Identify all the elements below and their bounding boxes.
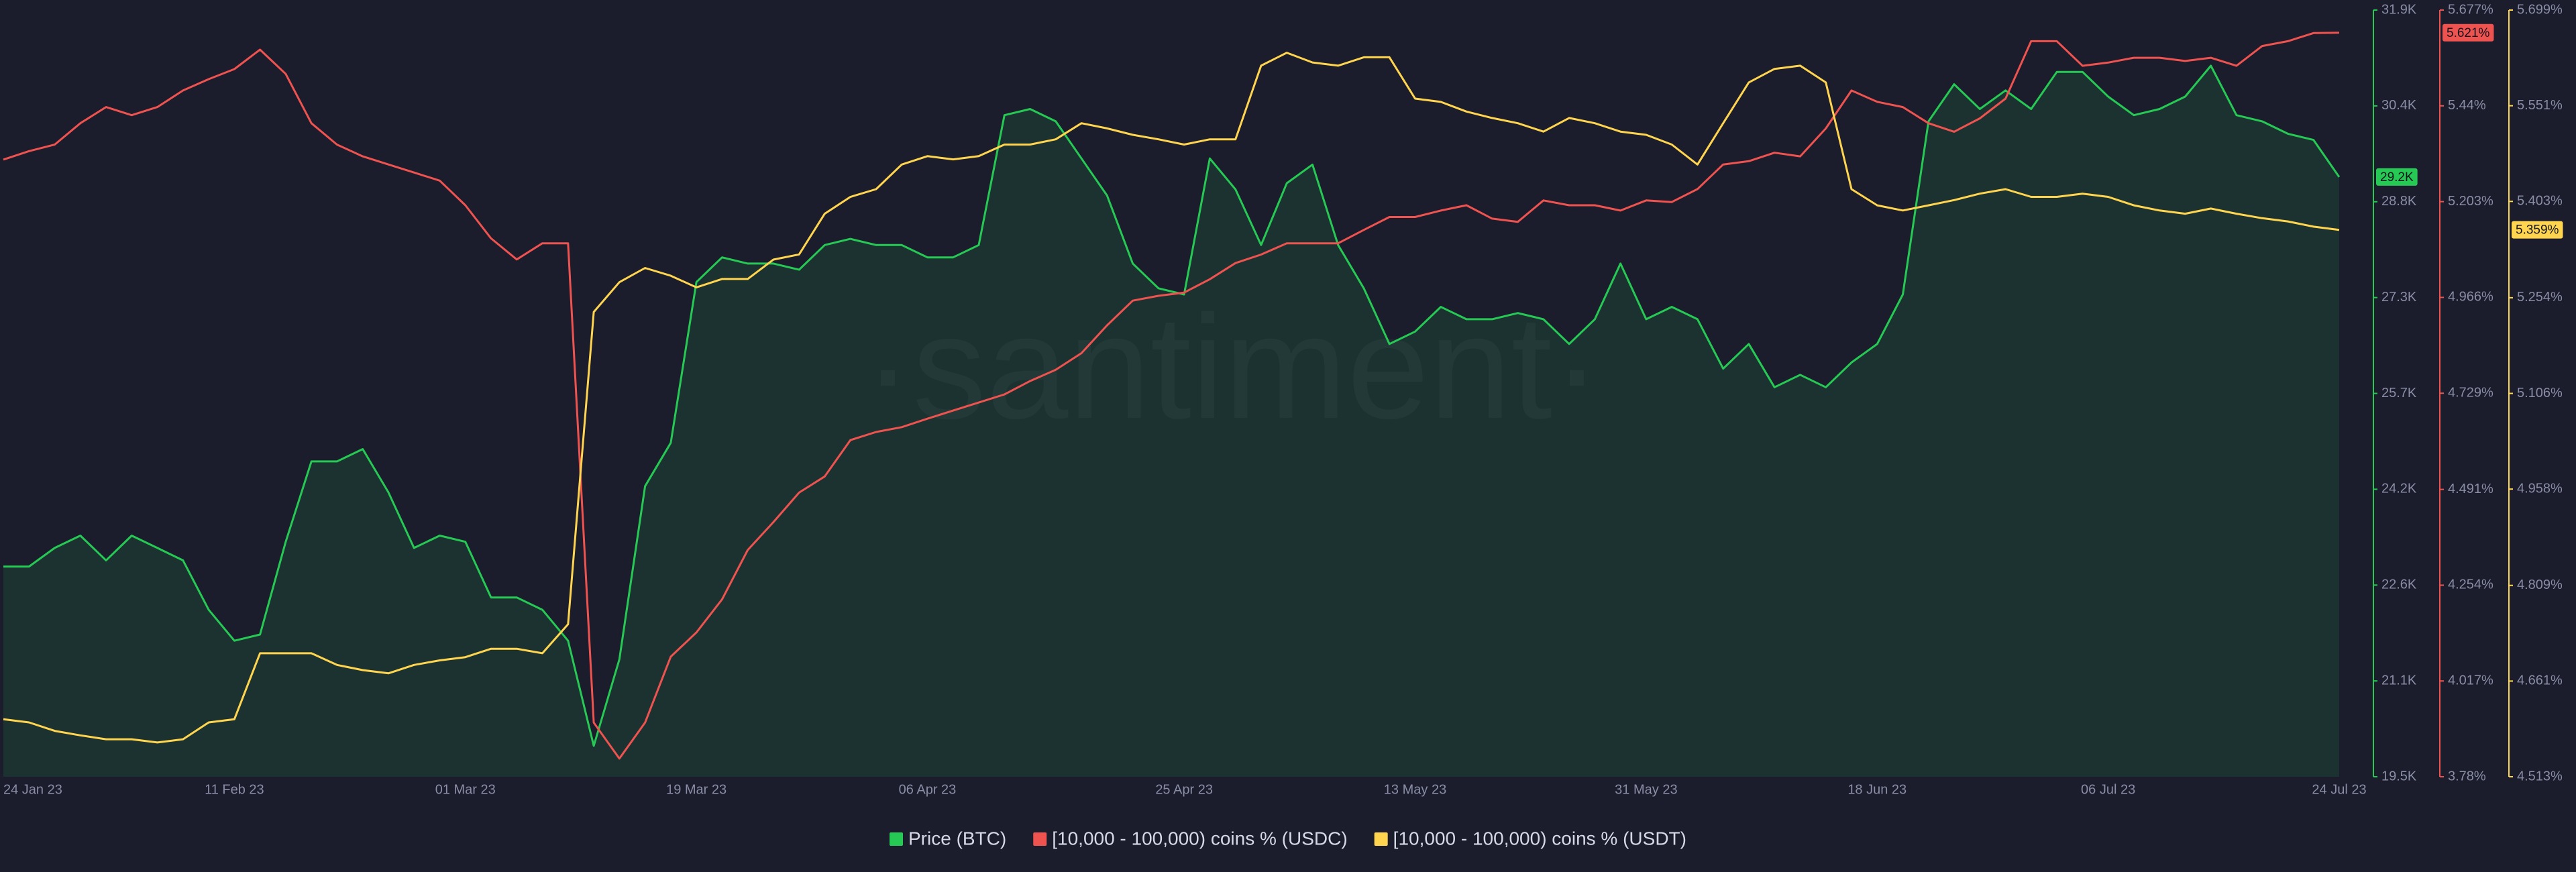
y-tick-label: 5.203% [2448, 194, 2493, 209]
x-tick-label: 19 Mar 23 [666, 782, 727, 797]
y-tick-label: 31.9K [2381, 2, 2417, 17]
x-tick-label: 31 May 23 [1615, 782, 1677, 797]
y-tick-label: 19.5K [2381, 769, 2417, 783]
series-line [3, 52, 2340, 744]
series-line [3, 64, 2341, 747]
badge-bg [2376, 168, 2418, 186]
badge-bg [2443, 23, 2494, 42]
value-badge: 5.621% [2443, 23, 2494, 42]
y-tick-label: 4.809% [2517, 578, 2563, 592]
x-tick-label: 13 May 23 [1384, 782, 1446, 797]
legend-swatch [1033, 832, 1047, 846]
x-tick-label: 18 Jun 23 [1847, 782, 1907, 797]
legend-swatch [1374, 832, 1388, 846]
legend-label: [10,000 - 100,000) coins % (USDT) [1393, 828, 1686, 849]
y-tick-label: 4.017% [2448, 673, 2493, 688]
y-tick-label: 4.254% [2448, 578, 2493, 592]
badge-bg [2512, 221, 2563, 239]
legend-label: Price (BTC) [908, 828, 1006, 849]
y-tick-label: 4.958% [2517, 481, 2563, 496]
value-badge: 29.2K [2376, 168, 2418, 186]
y-tick-label: 5.699% [2517, 2, 2563, 17]
badge-label: 5.359% [2516, 223, 2559, 237]
x-tick-label: 25 Apr 23 [1155, 782, 1213, 797]
x-tick-label: 06 Jul 23 [2081, 782, 2135, 797]
y-tick-label: 30.4K [2381, 98, 2417, 113]
y-tick-label: 21.1K [2381, 673, 2417, 688]
y-tick-label: 5.403% [2517, 194, 2563, 209]
y-tick-label: 5.551% [2517, 98, 2563, 113]
series-line [3, 32, 2340, 760]
y-tick-label: 5.254% [2517, 290, 2563, 305]
y-tick-label: 4.491% [2448, 482, 2493, 496]
y-tick-label: 28.8K [2381, 194, 2417, 209]
x-tick-label: 01 Mar 23 [435, 782, 496, 797]
legend-swatch [890, 832, 903, 846]
price-area [3, 66, 2339, 777]
y-tick-label: 24.2K [2381, 482, 2417, 496]
y-tick-label: 3.78% [2448, 769, 2486, 783]
x-tick-label: 24 Jul 23 [2312, 782, 2366, 797]
y-tick-label: 5.677% [2448, 2, 2493, 17]
badge-label: 5.621% [2447, 26, 2490, 40]
x-tick-label: 06 Apr 23 [899, 782, 957, 797]
y-tick-label: 25.7K [2381, 386, 2417, 400]
y-tick-label: 4.729% [2448, 385, 2493, 400]
y-tick-label: 5.44% [2448, 98, 2486, 113]
y-tick-label: 4.966% [2448, 290, 2493, 305]
y-tick-label: 5.106% [2517, 386, 2563, 400]
y-tick-label: 4.513% [2517, 769, 2563, 783]
y-tick-label: 27.3K [2381, 290, 2417, 305]
legend-label: [10,000 - 100,000) coins % (USDC) [1052, 828, 1347, 849]
value-badge: 5.359% [2512, 221, 2563, 239]
y-tick-label: 22.6K [2381, 578, 2417, 592]
legend: Price (BTC) [10,000 - 100,000) coins % (U… [890, 828, 1686, 849]
badge-label: 29.2K [2380, 170, 2414, 184]
y-tick-label: 4.661% [2517, 673, 2563, 688]
x-tick-label: 11 Feb 23 [205, 782, 264, 797]
x-tick-label: 24 Jan 23 [3, 782, 62, 797]
